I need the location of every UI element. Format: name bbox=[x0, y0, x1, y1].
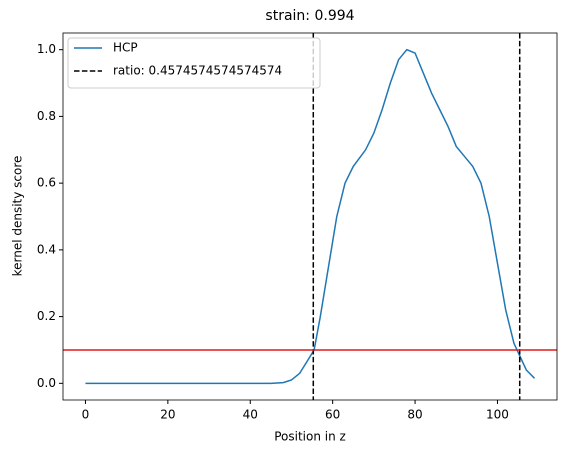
y-tick-label: 1.0 bbox=[37, 42, 56, 56]
y-tick-label: 0.2 bbox=[37, 309, 56, 323]
x-tick-label: 0 bbox=[82, 408, 90, 422]
axes-frame bbox=[62, 32, 558, 401]
x-tick-label: 20 bbox=[160, 408, 175, 422]
chart-title: strain: 0.994 bbox=[265, 8, 354, 24]
data-line bbox=[85, 48, 536, 385]
legend-box bbox=[67, 37, 321, 89]
y-tick-label: 0.0 bbox=[37, 376, 56, 390]
legend-label: ratio: 0.4574574574574574 bbox=[113, 64, 282, 78]
y-axis-label: kernel density score bbox=[11, 156, 25, 277]
y-tick-label: 0.6 bbox=[37, 176, 56, 190]
x-tick-label: 100 bbox=[486, 408, 509, 422]
legend-label: HCP bbox=[113, 41, 138, 55]
y-tick-label: 0.4 bbox=[37, 242, 56, 256]
y-tick-label: 0.8 bbox=[37, 109, 56, 123]
x-axis-label: Position in z bbox=[274, 430, 346, 444]
x-tick-label: 80 bbox=[407, 408, 422, 422]
x-tick-label: 60 bbox=[325, 408, 340, 422]
x-tick-label: 40 bbox=[243, 408, 258, 422]
